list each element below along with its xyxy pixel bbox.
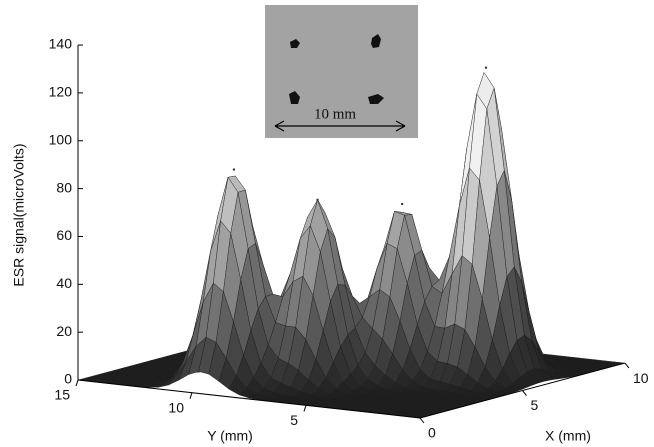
z-tick-label: 40 [56, 275, 72, 291]
y-tick-label: 10 [168, 399, 184, 415]
y-axis-title: Y (mm) [207, 428, 253, 444]
z-tick-label: 0 [64, 371, 72, 387]
z-tick-label: 60 [56, 227, 72, 243]
z-tick-label: 80 [56, 179, 72, 195]
inset-label: 10 mm [314, 106, 356, 122]
x-axis-title: X (mm) [545, 428, 591, 444]
sample-dot [290, 39, 300, 48]
peak-marker [316, 198, 319, 202]
sample-dot [368, 94, 384, 104]
scale-arrow-head [274, 120, 406, 132]
z-tick-label: 100 [49, 131, 73, 147]
y-tick [189, 392, 193, 399]
z-axis-title: ESR signal(microVolts) [11, 143, 27, 286]
z-tick-label: 140 [49, 36, 73, 52]
y-axis [77, 379, 421, 419]
sample-dot [289, 91, 300, 104]
y-tick-label: 15 [54, 387, 70, 403]
y-tick [303, 405, 307, 412]
inset-photo: 10 mm [265, 5, 418, 138]
sample-dot [371, 34, 381, 48]
y-tick-label: 5 [290, 412, 298, 428]
x-tick-label: 5 [531, 397, 539, 413]
y-tick [75, 379, 79, 387]
x-tick [624, 362, 630, 369]
z-tick-label: 120 [49, 84, 73, 100]
x-tick-label: 10 [633, 370, 649, 386]
x-tick [419, 417, 425, 424]
x-tick-label: 0 [428, 425, 436, 441]
peak-marker [232, 168, 236, 171]
peak-marker [484, 66, 488, 69]
surface [77, 72, 626, 419]
x-tick [522, 390, 527, 396]
z-tick-label: 20 [56, 323, 72, 339]
peak-marker [400, 202, 404, 206]
inset-background [265, 5, 418, 138]
